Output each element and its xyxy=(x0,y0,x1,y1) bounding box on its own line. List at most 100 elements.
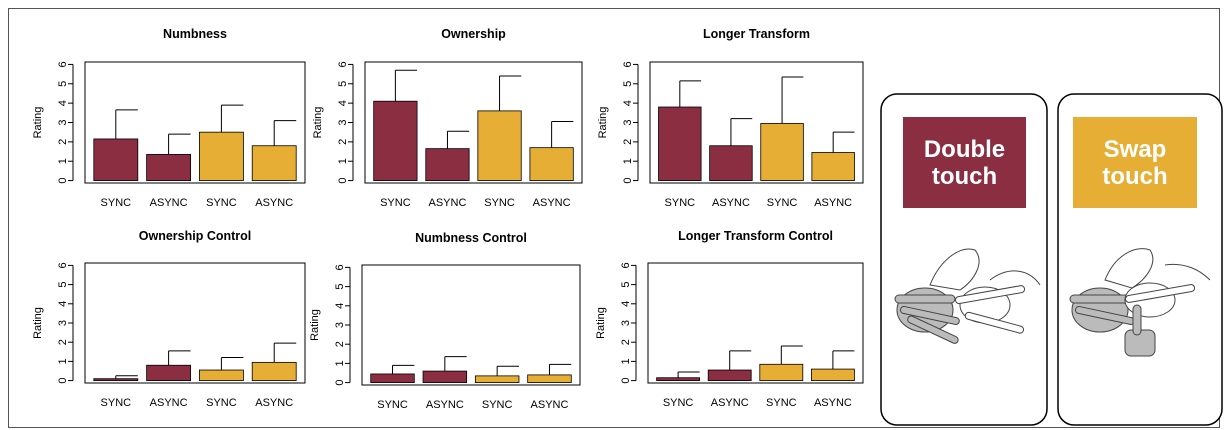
x-tick-label: SYNC xyxy=(101,197,132,209)
bar xyxy=(760,364,803,380)
x-tick-label: ASYNC xyxy=(255,197,293,209)
y-tick-label: 6 xyxy=(620,262,632,268)
bar xyxy=(761,123,804,180)
y-tick-label: 2 xyxy=(334,341,346,347)
x-tick-label: SYNC xyxy=(665,197,696,209)
chart-title: Longer Transform xyxy=(703,27,810,41)
x-tick-label: ASYNC xyxy=(814,197,852,209)
x-tick-label: ASYNC xyxy=(533,197,571,209)
y-tick-label: 4 xyxy=(337,100,349,106)
bar xyxy=(475,376,519,383)
y-tick-label: 2 xyxy=(57,339,69,345)
y-tick-label: 0 xyxy=(57,178,69,184)
x-tick-label: ASYNC xyxy=(426,399,464,411)
y-axis-label: Rating xyxy=(597,107,609,139)
y-tick-label: 5 xyxy=(57,282,69,288)
x-tick-label: SYNC xyxy=(377,399,408,411)
y-axis-label: Rating xyxy=(32,107,44,139)
y-tick-label: 3 xyxy=(337,119,349,125)
y-tick-label: 5 xyxy=(334,284,346,290)
bar xyxy=(708,370,751,381)
y-tick-label: 0 xyxy=(337,178,349,184)
bar xyxy=(811,369,854,381)
x-tick-label: ASYNC xyxy=(255,397,293,409)
y-axis-label: Rating xyxy=(312,107,324,139)
x-tick-label: SYNC xyxy=(767,197,798,209)
chart-title: Numbness xyxy=(163,27,227,41)
x-tick-label: ASYNC xyxy=(814,397,852,409)
y-tick-label: 0 xyxy=(620,378,632,384)
plot-box xyxy=(362,265,580,385)
y-tick-label: 5 xyxy=(620,282,632,288)
bar xyxy=(252,146,296,181)
x-tick-label: SYNC xyxy=(484,197,515,209)
y-tick-label: 4 xyxy=(622,100,634,106)
x-tick-label: ASYNC xyxy=(531,399,569,411)
y-tick-label: 6 xyxy=(57,262,69,268)
x-tick-label: ASYNC xyxy=(150,197,188,209)
y-tick-label: 2 xyxy=(337,139,349,145)
chart-title: Ownership xyxy=(441,27,506,41)
bar xyxy=(478,111,521,181)
chart-title: Longer Transform Control xyxy=(678,229,833,243)
y-tick-label: 3 xyxy=(620,320,632,326)
bar xyxy=(94,139,138,181)
y-tick-label: 4 xyxy=(620,301,632,307)
y-tick-label: 4 xyxy=(334,303,346,309)
y-tick-label: 1 xyxy=(337,158,349,164)
y-tick-label: 6 xyxy=(334,264,346,270)
bar xyxy=(371,374,415,383)
y-tick-label: 5 xyxy=(622,81,634,87)
y-tick-label: 0 xyxy=(622,178,634,184)
bar xyxy=(710,146,753,181)
bar xyxy=(94,379,138,381)
y-axis-label: Rating xyxy=(309,309,321,341)
bar xyxy=(199,132,243,180)
x-tick-label: SYNC xyxy=(380,197,411,209)
x-tick-label: ASYNC xyxy=(150,397,188,409)
y-tick-label: 1 xyxy=(57,158,69,164)
figure: Numbness 0 1 2 3 4 5 6 Rating SYNC ASYNC SYNC ASYNC O… xyxy=(0,0,1228,430)
x-tick-label: SYNC xyxy=(206,397,237,409)
y-tick-label: 4 xyxy=(57,301,69,307)
x-tick-label: ASYNC xyxy=(712,197,750,209)
x-tick-label: SYNC xyxy=(206,197,237,209)
y-tick-label: 3 xyxy=(57,119,69,125)
x-tick-label: SYNC xyxy=(766,397,797,409)
bar xyxy=(657,378,700,381)
y-tick-label: 0 xyxy=(57,378,69,384)
x-tick-label: ASYNC xyxy=(711,397,749,409)
y-tick-label: 3 xyxy=(57,320,69,326)
bar xyxy=(252,362,296,380)
bar xyxy=(147,154,191,180)
bar xyxy=(147,365,191,380)
x-tick-label: ASYNC xyxy=(429,197,467,209)
y-tick-label: 2 xyxy=(622,139,634,145)
figure-canvas: Numbness 0 1 2 3 4 5 6 Rating SYNC ASYNC SYNC ASYNC O… xyxy=(0,0,1228,430)
y-tick-label: 5 xyxy=(57,81,69,87)
y-tick-label: 1 xyxy=(622,158,634,164)
bar xyxy=(199,370,243,381)
y-tick-label: 1 xyxy=(334,360,346,366)
x-tick-label: SYNC xyxy=(101,397,132,409)
y-axis-label: Rating xyxy=(32,307,44,339)
y-tick-label: 3 xyxy=(334,322,346,328)
bar xyxy=(659,107,702,181)
panel-label: Swap touch xyxy=(1073,117,1197,208)
x-tick-label: SYNC xyxy=(482,399,513,411)
y-tick-label: 1 xyxy=(620,358,632,364)
bar xyxy=(423,371,467,383)
y-tick-label: 1 xyxy=(57,358,69,364)
chart-title: Numbness Control xyxy=(415,231,527,245)
y-tick-label: 6 xyxy=(622,61,634,67)
y-tick-label: 6 xyxy=(57,61,69,67)
panel-label: Double touch xyxy=(903,117,1026,208)
y-tick-label: 4 xyxy=(57,100,69,106)
y-tick-label: 0 xyxy=(334,380,346,386)
bar xyxy=(426,149,469,181)
y-tick-label: 2 xyxy=(57,139,69,145)
bar xyxy=(812,153,855,181)
chart-title: Ownership Control xyxy=(139,229,252,243)
y-axis-label: Rating xyxy=(595,307,607,339)
y-tick-label: 6 xyxy=(337,61,349,67)
